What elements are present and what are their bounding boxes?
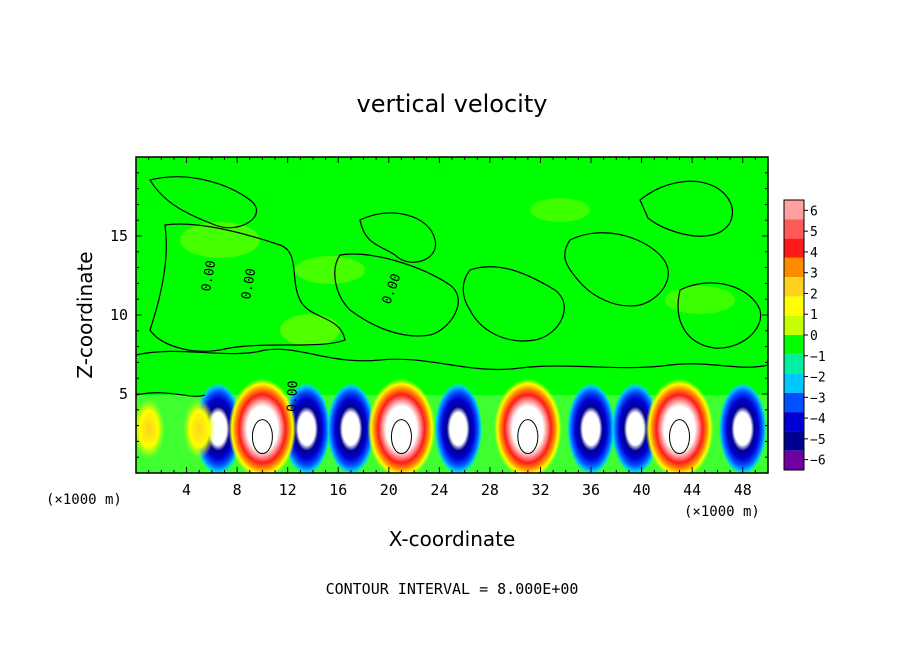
y-axis-label: Z-coordinate xyxy=(73,251,97,378)
colorbar-level-label: 0 xyxy=(810,329,818,344)
zero-contour xyxy=(149,223,346,352)
colorbar-swatch xyxy=(784,354,804,374)
colorbar-level-label: −4 xyxy=(810,412,826,427)
y-tick-label: 10 xyxy=(110,306,128,324)
colorbar-level-label: 1 xyxy=(810,308,818,323)
x-axis-label: X-coordinate xyxy=(389,527,516,551)
contour-label: 0.00 xyxy=(239,267,259,300)
y-axis: 5 10 15 xyxy=(110,172,768,458)
zero-contour xyxy=(639,180,734,237)
colorbar-swatch xyxy=(784,277,804,297)
updraft-core-contour xyxy=(669,419,691,455)
zero-contour xyxy=(677,282,762,349)
colorbar-level-label: 5 xyxy=(810,225,818,240)
x-unit-left: (×1000 m) xyxy=(46,492,122,508)
zero-contour xyxy=(564,232,669,307)
weak-updraft-patch xyxy=(180,222,260,258)
downdraft-cell xyxy=(326,382,375,473)
y-tick-label: 5 xyxy=(119,385,128,403)
y-tick-label: 15 xyxy=(110,227,128,245)
x-tick-label: 36 xyxy=(582,481,600,499)
x-tick-label: 32 xyxy=(531,481,549,499)
downdraft-cell xyxy=(718,382,767,473)
x-tick-label: 40 xyxy=(633,481,651,499)
colorbar-swatch xyxy=(784,450,804,470)
zero-contour xyxy=(462,266,565,342)
x-tick-label: 16 xyxy=(329,481,347,499)
colorbar-swatch xyxy=(784,315,804,335)
updraft-cell xyxy=(645,378,714,473)
downdraft-cell xyxy=(434,382,483,473)
colorbar-swatch xyxy=(784,238,804,258)
zero-contour xyxy=(359,212,437,263)
updraft-cell xyxy=(367,378,436,473)
colorbar-level-label: 2 xyxy=(810,287,818,302)
x-tick-label: 12 xyxy=(279,481,297,499)
weak-updraft-patch xyxy=(530,198,590,222)
colorbar-swatch xyxy=(784,219,804,239)
updraft-cell xyxy=(136,398,165,459)
contour-interval-note: CONTOUR INTERVAL = 8.000E+00 xyxy=(326,580,579,598)
weak-updraft-patch xyxy=(665,286,735,314)
colorbar-level-label: 4 xyxy=(810,246,818,261)
x-tick-label: 28 xyxy=(481,481,499,499)
colorbar-level-label: −6 xyxy=(810,454,826,469)
weak-updraft-patch xyxy=(280,314,340,346)
colorbar-swatch xyxy=(784,412,804,432)
colorbar-swatch xyxy=(784,373,804,393)
colorbar-swatch xyxy=(784,392,804,413)
zero-contour xyxy=(334,253,459,337)
x-tick-label: 20 xyxy=(380,481,398,499)
downdraft-cell xyxy=(567,382,616,473)
colorbar-level-label: 6 xyxy=(810,204,818,219)
colorbar-swatch xyxy=(784,335,804,355)
x-tick-label: 8 xyxy=(233,481,242,499)
updraft-cell xyxy=(493,378,562,473)
x-tick-label: 24 xyxy=(430,481,448,499)
contour-label: 0.00 xyxy=(199,259,219,292)
chart-title: vertical velocity xyxy=(357,90,548,118)
zero-contour xyxy=(136,392,206,397)
colorbar-level-label: −2 xyxy=(810,371,826,386)
weak-updraft-patch xyxy=(295,256,365,284)
plot-area xyxy=(136,157,768,473)
downdraft-cell xyxy=(282,382,331,473)
colorbar-level-label: −5 xyxy=(810,433,826,448)
x-axis: 4 8 12 16 20 24 28 32 36 40 44 48 xyxy=(148,157,756,499)
updraft-cell xyxy=(183,398,216,459)
x-tick-label: 44 xyxy=(683,481,701,499)
colorbar-level-label: 3 xyxy=(810,267,818,282)
x-unit-right: (×1000 m) xyxy=(684,504,760,520)
colorbar-level-label: −1 xyxy=(810,350,826,365)
colorbar-level-label: −3 xyxy=(810,391,826,406)
x-tick-label: 48 xyxy=(734,481,752,499)
downdraft-cell xyxy=(611,382,660,473)
updraft-core-contour xyxy=(390,419,412,455)
colorbar: 6 5 4 3 2 1 0 −1 −2 −3 −4 −5 −6 xyxy=(783,199,826,471)
x-tick-label: 4 xyxy=(182,481,191,499)
updraft-cell xyxy=(228,378,297,473)
updraft-core-contour xyxy=(251,419,273,455)
colorbar-swatch xyxy=(784,200,804,220)
colorbar-swatch xyxy=(784,257,804,278)
updraft-core-contour xyxy=(517,419,539,455)
contour-label: 0.00 xyxy=(285,380,301,412)
colorbar-swatch xyxy=(784,296,804,316)
zero-contour xyxy=(136,348,768,371)
zero-contour xyxy=(149,176,258,229)
colorbar-swatch xyxy=(784,431,804,451)
